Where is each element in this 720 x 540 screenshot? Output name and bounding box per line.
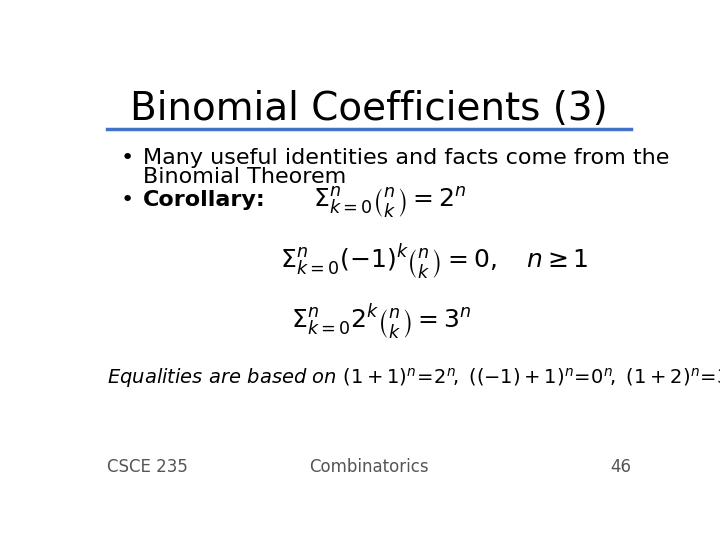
- Text: Binomial Coefficients (3): Binomial Coefficients (3): [130, 90, 608, 128]
- Text: CSCE 235: CSCE 235: [107, 458, 188, 476]
- Text: $\mathit{Equalities\ are\ based\ on\ (1+1)^n\!=\!2^n\!,\ ((-1)+1)^n\!=\!0^n\!,\ : $\mathit{Equalities\ are\ based\ on\ (1+…: [107, 366, 720, 390]
- Text: •: •: [121, 190, 134, 210]
- Text: $\Sigma_{k=0}^{n}(-1)^k\binom{n}{k} = 0, \quad n \geq 1$: $\Sigma_{k=0}^{n}(-1)^k\binom{n}{k} = 0,…: [280, 241, 588, 280]
- Text: $\Sigma_{k=0}^{n}\binom{n}{k} = 2^n$: $\Sigma_{k=0}^{n}\binom{n}{k} = 2^n$: [313, 185, 467, 220]
- Text: $\Sigma_{k=0}^{n}2^k\binom{n}{k} = 3^n$: $\Sigma_{k=0}^{n}2^k\binom{n}{k} = 3^n$: [291, 302, 472, 341]
- Text: Binomial Theorem: Binomial Theorem: [143, 167, 346, 187]
- Text: 46: 46: [611, 458, 631, 476]
- Text: Many useful identities and facts come from the: Many useful identities and facts come fr…: [143, 148, 670, 168]
- Text: Corollary:: Corollary:: [143, 190, 266, 210]
- Text: Combinatorics: Combinatorics: [309, 458, 429, 476]
- Text: •: •: [121, 148, 134, 168]
